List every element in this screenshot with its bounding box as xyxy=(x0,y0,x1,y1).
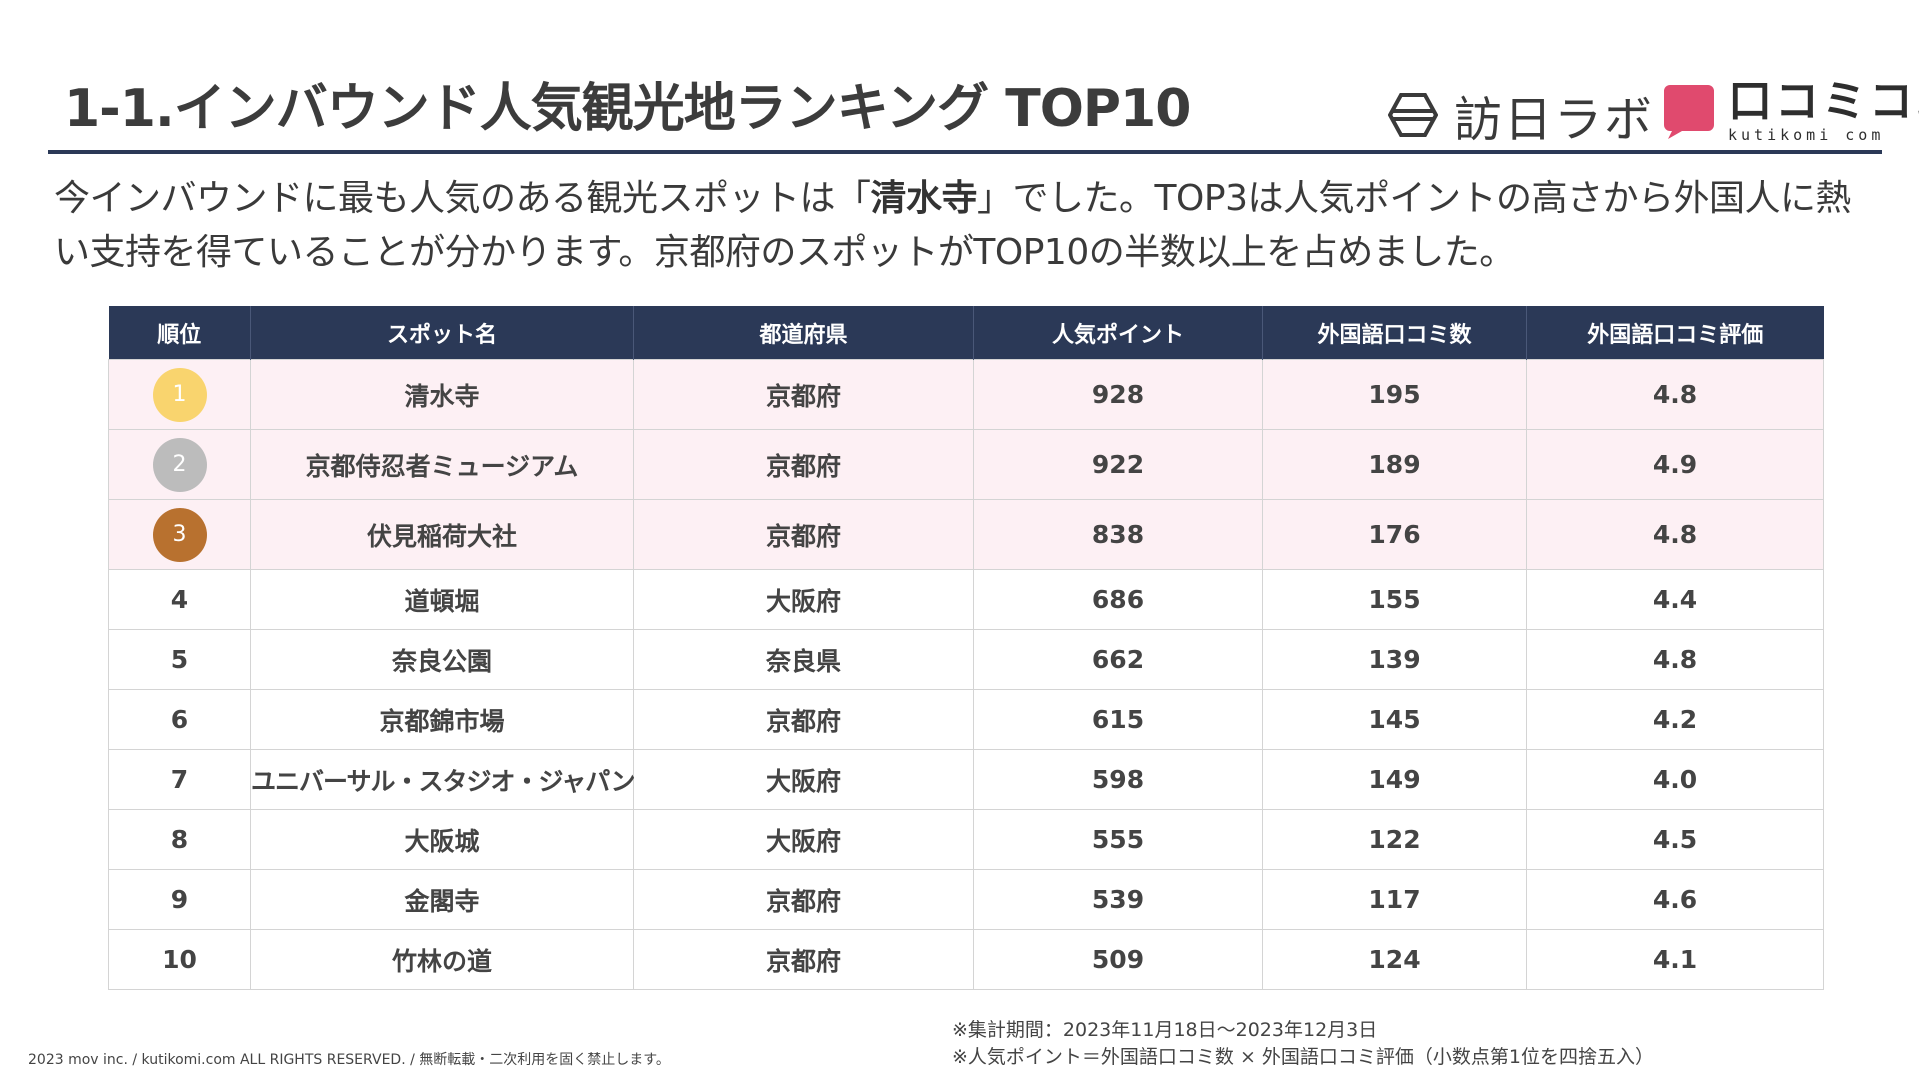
reviews-cell: 145 xyxy=(1262,689,1527,750)
bronze-medal-badge: 3 xyxy=(152,507,207,562)
rating-cell: 4.1 xyxy=(1526,929,1824,990)
spot-name-cell: 京都侍忍者ミュージアム xyxy=(250,429,634,500)
rating-cell: 4.8 xyxy=(1526,629,1824,690)
silver-medal-badge: 2 xyxy=(152,437,207,492)
table-row: 4 道頓堀 大阪府 686 155 4.4 xyxy=(108,569,1824,630)
footnote-period: ※集計期間：2023年11月18日～2023年12月3日 xyxy=(952,1019,1378,1041)
column-header-spot: スポット名 xyxy=(250,306,634,360)
reviews-cell: 117 xyxy=(1262,869,1527,930)
rating-cell: 4.5 xyxy=(1526,809,1824,870)
rank-cell: 9 xyxy=(108,869,251,930)
rating-cell: 4.4 xyxy=(1526,569,1824,630)
table-row: 1 清水寺 京都府 928 195 4.8 xyxy=(108,359,1824,430)
points-cell: 539 xyxy=(973,869,1263,930)
column-header-points: 人気ポイント xyxy=(973,306,1263,360)
prefecture-cell: 京都府 xyxy=(633,689,974,750)
prefecture-cell: 大阪府 xyxy=(633,809,974,870)
lead-paragraph: 今インバウンドに最も人気のある観光スポットは「清水寺」でした。TOP3は人気ポイ… xyxy=(54,172,1854,280)
points-cell: 686 xyxy=(973,569,1263,630)
column-header-prefecture: 都道府県 xyxy=(633,306,974,360)
prefecture-cell: 京都府 xyxy=(633,429,974,500)
table-header-row: 順位 スポット名 都道府県 人気ポイント 外国語口コミ数 外国語口コミ評価 xyxy=(108,306,1824,360)
lead-text-start: 今インバウンドに最も人気のある観光スポットは「 xyxy=(54,178,871,219)
gold-medal-badge: 1 xyxy=(152,367,207,422)
rank-cell: 2 xyxy=(108,429,251,500)
copyright-footer: 2023 mov inc. / kutikomi.com ALL RIGHTS … xyxy=(28,1052,670,1068)
kutikomi-logo: 口コミコム kutikomi com xyxy=(1664,80,1919,144)
footnotes: ※集計期間：2023年11月18日～2023年12月3日 ※人気ポイント＝外国語… xyxy=(952,1017,1654,1071)
points-cell: 615 xyxy=(973,689,1263,750)
reviews-cell: 195 xyxy=(1262,359,1527,430)
table-row: 3 伏見稲荷大社 京都府 838 176 4.8 xyxy=(108,499,1824,570)
houjin-lab-logo: 訪日ラボ xyxy=(1388,80,1654,150)
column-header-rating: 外国語口コミ評価 xyxy=(1526,306,1824,360)
lead-highlight: 清水寺 xyxy=(870,178,978,219)
prefecture-cell: 大阪府 xyxy=(633,749,974,810)
points-cell: 838 xyxy=(973,499,1263,570)
reviews-cell: 189 xyxy=(1262,429,1527,500)
prefecture-cell: 京都府 xyxy=(633,499,974,570)
ranking-table: 順位 スポット名 都道府県 人気ポイント 外国語口コミ数 外国語口コミ評価 1 … xyxy=(108,306,1824,990)
reviews-cell: 122 xyxy=(1262,809,1527,870)
rating-cell: 4.8 xyxy=(1526,359,1824,430)
rank-cell: 4 xyxy=(108,569,251,630)
page-title: 1-1.インバウンド人気観光地ランキング TOP10 xyxy=(64,79,1191,139)
rank-cell: 3 xyxy=(108,499,251,570)
rank-cell: 7 xyxy=(108,749,251,810)
spot-name-cell: 奈良公園 xyxy=(250,629,634,690)
spot-name-cell: 大阪城 xyxy=(250,809,634,870)
spot-name-cell: 道頓堀 xyxy=(250,569,634,630)
title-divider xyxy=(48,150,1882,154)
spot-name-cell: 竹林の道 xyxy=(250,929,634,990)
column-header-rank: 順位 xyxy=(108,306,251,360)
table-row: 6 京都錦市場 京都府 615 145 4.2 xyxy=(108,689,1824,750)
rating-cell: 4.6 xyxy=(1526,869,1824,930)
points-cell: 928 xyxy=(973,359,1263,430)
reviews-cell: 139 xyxy=(1262,629,1527,690)
prefecture-cell: 京都府 xyxy=(633,869,974,930)
spot-name-cell: 京都錦市場 xyxy=(250,689,634,750)
rating-cell: 4.8 xyxy=(1526,499,1824,570)
reviews-cell: 124 xyxy=(1262,929,1527,990)
reviews-cell: 149 xyxy=(1262,749,1527,810)
table-row: 9 金閣寺 京都府 539 117 4.6 xyxy=(108,869,1824,930)
rank-cell: 5 xyxy=(108,629,251,690)
rating-cell: 4.2 xyxy=(1526,689,1824,750)
table-row: 2 京都侍忍者ミュージアム 京都府 922 189 4.9 xyxy=(108,429,1824,500)
prefecture-cell: 大阪府 xyxy=(633,569,974,630)
prefecture-cell: 京都府 xyxy=(633,929,974,990)
table-row: 5 奈良公園 奈良県 662 139 4.8 xyxy=(108,629,1824,690)
rank-cell: 8 xyxy=(108,809,251,870)
kutikomi-logo-subtext: kutikomi com xyxy=(1728,126,1885,144)
hexagon-logo-icon xyxy=(1388,93,1438,137)
spot-name-cell: 伏見稲荷大社 xyxy=(250,499,634,570)
rating-cell: 4.9 xyxy=(1526,429,1824,500)
rank-cell: 6 xyxy=(108,689,251,750)
table-row: 8 大阪城 大阪府 555 122 4.5 xyxy=(108,809,1824,870)
spot-name-cell: 金閣寺 xyxy=(250,869,634,930)
houjin-lab-logo-text: 訪日ラボ xyxy=(1454,92,1655,148)
points-cell: 662 xyxy=(973,629,1263,690)
table-row: 10 竹林の道 京都府 509 124 4.1 xyxy=(108,929,1824,990)
points-cell: 598 xyxy=(973,749,1263,810)
column-header-reviews: 外国語口コミ数 xyxy=(1262,306,1527,360)
spot-name-cell: ユニバーサル・スタジオ・ジャパン xyxy=(250,749,636,810)
points-cell: 509 xyxy=(973,929,1263,990)
rank-cell: 10 xyxy=(108,929,251,990)
rank-cell: 1 xyxy=(108,359,251,430)
points-cell: 555 xyxy=(973,809,1263,870)
speech-bubble-logo-icon xyxy=(1664,85,1714,139)
points-cell: 922 xyxy=(973,429,1263,500)
footnote-formula: ※人気ポイント＝外国語口コミ数 × 外国語口コミ評価（小数点第1位を四捨五入） xyxy=(952,1046,1655,1068)
spot-name-cell: 清水寺 xyxy=(250,359,634,430)
lead-text-end: 」でした。TOP3は人気ポイントの高さから外国人に熱い支持を得ていることが分かり… xyxy=(54,178,1851,273)
kutikomi-logo-text: 口コミコム xyxy=(1728,76,1919,127)
prefecture-cell: 京都府 xyxy=(633,359,974,430)
prefecture-cell: 奈良県 xyxy=(633,629,974,690)
table-row: 7 ユニバーサル・スタジオ・ジャパン 大阪府 598 149 4.0 xyxy=(108,749,1824,810)
reviews-cell: 155 xyxy=(1262,569,1527,630)
rating-cell: 4.0 xyxy=(1526,749,1824,810)
reviews-cell: 176 xyxy=(1262,499,1527,570)
